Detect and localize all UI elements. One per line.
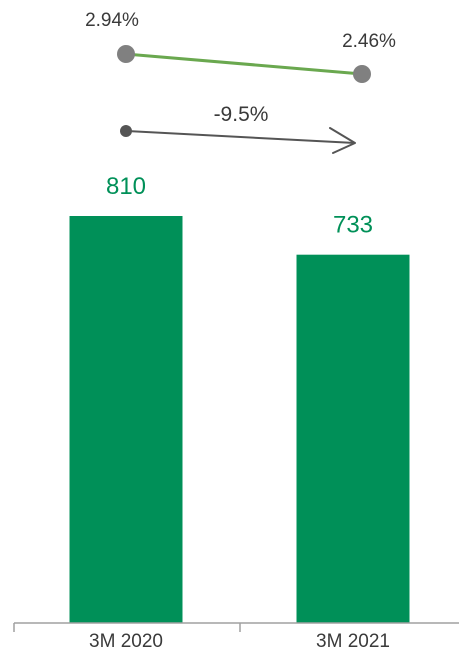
arrow-shaft (125, 130, 356, 144)
value-label-3m-2020: 810 (106, 173, 146, 200)
rate-point-3m-2021 (353, 65, 371, 83)
change-label: -9.5% (214, 103, 269, 126)
x-tick-label-3m-2020: 3M 2020 (89, 631, 163, 652)
rate-point-3m-2020 (117, 45, 135, 63)
rate-series: 2.94% 2.46% (85, 10, 396, 83)
rate-line (124, 52, 364, 76)
arrow-head (329, 127, 356, 154)
arrow-start-dot (120, 125, 132, 137)
rate-label-3m-2021: 2.46% (342, 31, 396, 52)
change-arrow: -9.5% (120, 103, 356, 154)
bar-3m-2021 (296, 254, 410, 623)
bar-3m-2020 (69, 216, 183, 623)
bars: 810 733 (69, 173, 410, 623)
value-label-3m-2021: 733 (333, 212, 373, 239)
x-axis: 3M 2020 3M 2021 (13, 622, 459, 652)
x-tick-label-3m-2021: 3M 2021 (316, 631, 390, 652)
rate-label-3m-2020: 2.94% (85, 10, 139, 31)
